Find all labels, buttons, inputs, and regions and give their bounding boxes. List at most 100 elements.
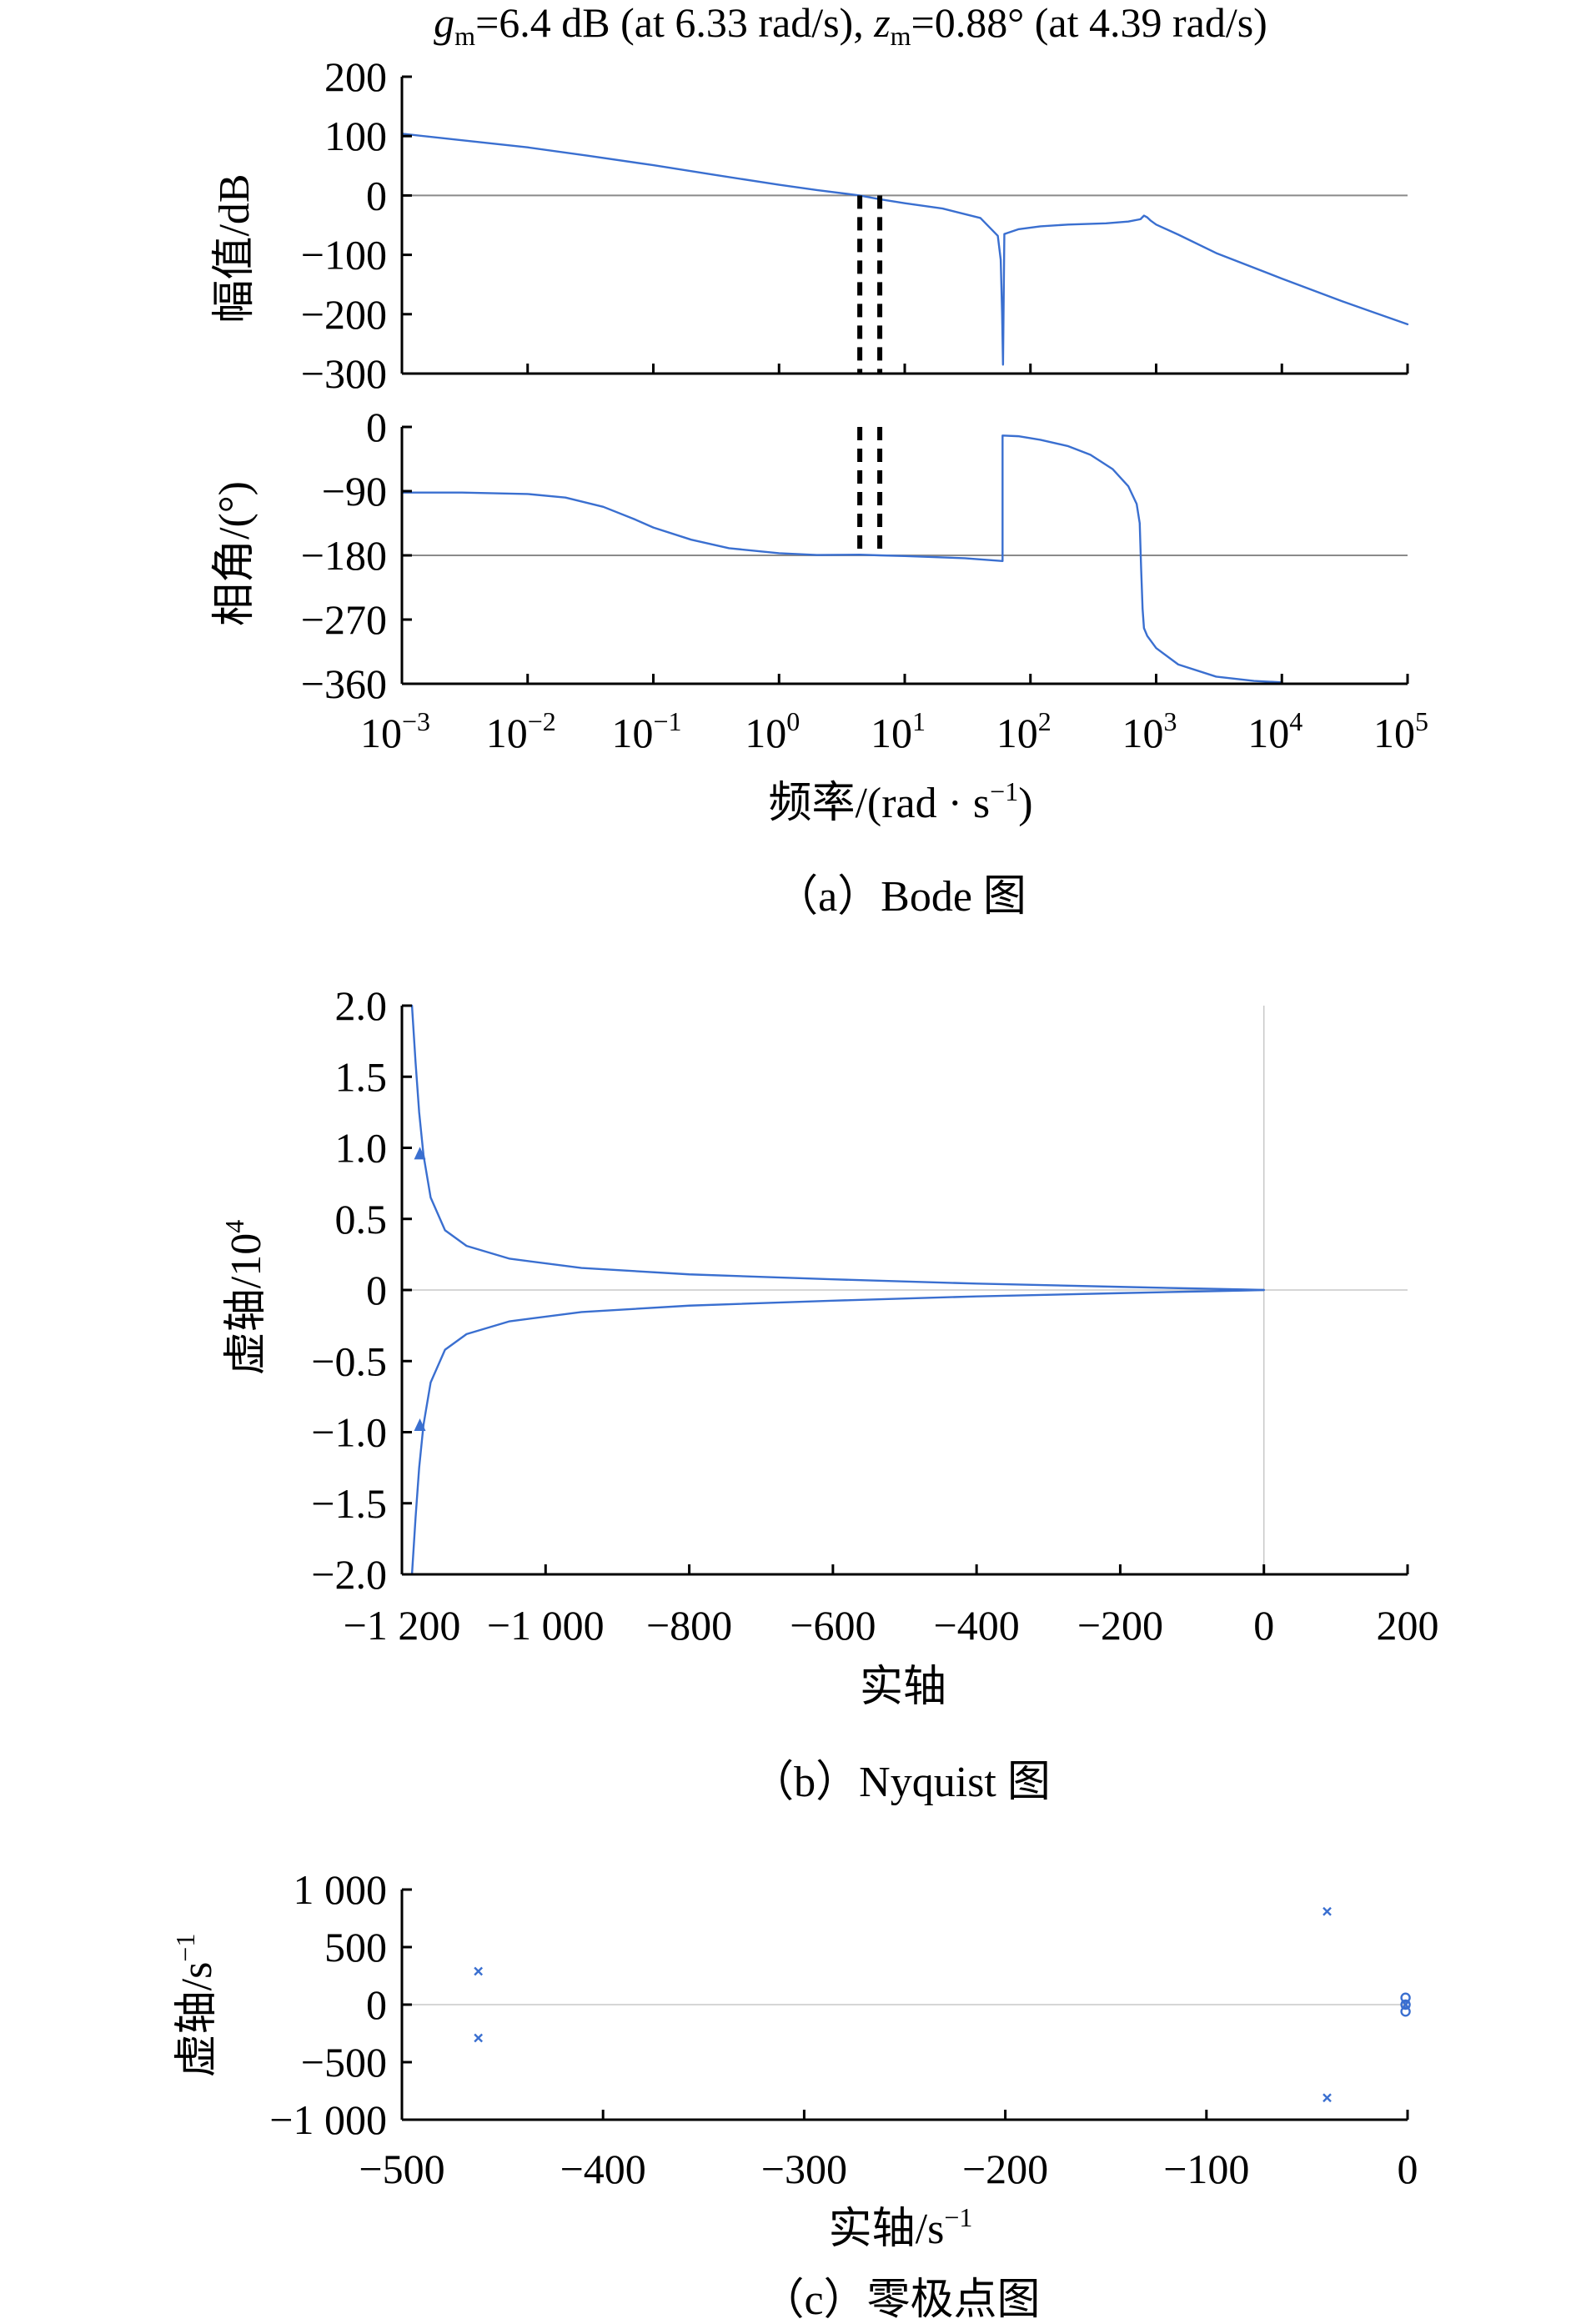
nyquist-plot: 2.0 1.5 1.0 0.5 0 −0.5 −1.0 −1.5 −2.0 −1 200 −1 0… (219, 982, 1439, 1806)
bode-xlabel: 频率/(rad · s−1) (768, 776, 1032, 827)
bode-x-tick-exp: −2 (528, 706, 556, 736)
pzmap-x-tick-label: −400 (560, 2146, 646, 2192)
pzmap-x-tick-label: −200 (962, 2146, 1048, 2192)
title-z: z (873, 0, 890, 46)
nyquist-ylabel-main: 虚轴/10 (223, 1233, 270, 1375)
pzmap-y-tick-labels: 1 000 500 0 −500 −1 000 (269, 1866, 387, 2143)
pzmap-x-tick-label: 0 (1398, 2146, 1418, 2192)
mag-y-tick-label: 200 (324, 53, 387, 100)
nyquist-series-line-0 (410, 1004, 1265, 1292)
bode-x-tick-label: 103 (1122, 706, 1177, 756)
nyquist-ylabel: 虚轴/104 (219, 1220, 270, 1375)
nyquist-x-tick-label: −200 (1077, 1602, 1163, 1649)
nyquist-x-tick-label: −400 (934, 1602, 1020, 1649)
pzmap-ylabel-sup: −1 (170, 1934, 200, 1962)
bode-x-tick-label: 10−2 (486, 706, 556, 756)
bode-x-tick-exp: −1 (653, 706, 681, 736)
pzmap-xlabel-sup: −1 (944, 2202, 972, 2232)
nyquist-y-tick-label: 2.0 (335, 982, 388, 1029)
bode-x-tick-label: 102 (996, 706, 1052, 756)
bode-x-tick-base: 10 (486, 710, 528, 756)
nyquist-y-tick-labels: 2.0 1.5 1.0 0.5 0 −0.5 −1.0 −1.5 −2.0 (311, 982, 387, 1598)
nyquist-y-tick-label: 0 (366, 1267, 387, 1313)
ph-y-tick-label: −180 (301, 532, 387, 579)
zero-marker-2 (1400, 1999, 1411, 2010)
pzmap-x-tick-label: −100 (1163, 2146, 1249, 2192)
bode-xlabel-sup: −1 (990, 776, 1018, 806)
pzmap-x-tick-label: −500 (359, 2146, 444, 2192)
pzmap-ylabel-main: 虚轴/s (173, 1962, 221, 2078)
phase-margin-lines (857, 427, 883, 555)
nyquist-y-tick-label: −1.5 (311, 1480, 387, 1527)
bode-plot: gm=6.4 dB (at 6.33 rad/s), zm=0.88° (at … (211, 0, 1428, 921)
nyquist-x-tick-label: −1 200 (344, 1602, 461, 1649)
magnitude-ylabel: 幅值/dB (211, 173, 258, 323)
nyquist-x-tick-label: 200 (1377, 1602, 1439, 1649)
pzmap-ylabel: 虚轴/s−1 (170, 1934, 221, 2078)
nyquist-y-tick-label: 1.0 (335, 1125, 388, 1172)
bode-x-tick-label: 10−3 (360, 706, 430, 756)
phase-ylabel: 相角/(°) (211, 481, 258, 626)
pzmap-y-tick-label: −1 000 (269, 2096, 387, 2143)
magnitude-margin-lines (857, 195, 883, 374)
bode-x-tick-label: 104 (1247, 706, 1302, 756)
pzmap-y-tick-label: 1 000 (294, 1866, 388, 1913)
nyquist-caption: （b）Nyquist 图 (750, 1759, 1051, 1806)
ph-y-tick-label: −360 (301, 660, 387, 707)
nyquist-y-tick-label: −0.5 (311, 1338, 387, 1384)
nyquist-direction-arrow-0 (414, 1147, 426, 1160)
nyquist-y-tick-label: 0.5 (335, 1196, 388, 1242)
pzmap-x-tick-labels: −500 −400 −300 −200 −100 0 (359, 2146, 1418, 2192)
bode-title: gm=6.4 dB (at 6.33 rad/s), zm=0.88° (at … (434, 0, 1267, 51)
magnitude-series (400, 133, 1409, 366)
pole-marker-0 (474, 1966, 484, 1976)
bode-x-tick-labels: 10−3 10−2 10−1 100 101 102 103 104 105 (360, 706, 1428, 756)
zero-marker-1 (1400, 2006, 1411, 2017)
ph-y-tick-label: 0 (366, 404, 387, 450)
pzmap-x-tick-label: −300 (761, 2146, 847, 2192)
title-g-text: =6.4 dB (at 6.33 rad/s), (475, 0, 874, 46)
mag-y-tick-label: 0 (366, 172, 387, 218)
ph-y-tick-label: −270 (301, 596, 387, 643)
pzmap-markers (474, 1906, 1411, 2103)
title-g: g (434, 0, 454, 46)
pzmap-xlabel-main: 实轴/s (829, 2206, 945, 2253)
bode-x-tick-label: 105 (1373, 706, 1428, 756)
pole-marker-2 (1323, 1906, 1332, 1916)
phase-series (400, 434, 1283, 684)
nyquist-axes (400, 1004, 1409, 1576)
title-g-sub: m (454, 21, 475, 51)
bode-x-tick-base: 10 (1373, 710, 1415, 756)
bode-x-tick-label: 101 (871, 706, 926, 756)
phase-axes (400, 425, 1409, 685)
bode-x-tick-base: 10 (360, 710, 402, 756)
pole-marker-1 (474, 2033, 484, 2043)
pzmap-caption: （c）零极点图 (760, 2276, 1040, 2324)
nyquist-x-tick-label: 0 (1253, 1602, 1274, 1649)
bode-xlabel-main: 频率/(rad · s (768, 780, 990, 827)
ph-series-line-0 (400, 434, 1283, 684)
bode-x-tick-base: 10 (1122, 710, 1164, 756)
pzmap-y-tick-label: −500 (301, 2039, 387, 2086)
bode-x-tick-base: 10 (745, 710, 786, 756)
mag-series-line-0 (400, 133, 1409, 366)
phase-y-tick-labels: 0 −90 −180 −270 −360 (301, 404, 387, 707)
pzmap-axes (400, 1888, 1409, 2121)
bode-x-tick-base: 10 (611, 710, 653, 756)
nyquist-series (410, 1004, 1265, 1576)
nyquist-series-line-1 (410, 1288, 1265, 1576)
nyquist-y-tick-label: 1.5 (335, 1053, 388, 1100)
pole-marker-3 (1323, 2093, 1332, 2103)
bode-x-tick-exp: 4 (1289, 706, 1302, 736)
nyquist-y-tick-label: −1.0 (311, 1409, 387, 1456)
bode-x-tick-exp: 3 (1164, 706, 1177, 736)
ph-y-tick-label: −90 (322, 468, 387, 514)
bode-x-tick-base: 10 (1247, 710, 1289, 756)
bode-x-tick-exp: 0 (786, 706, 800, 736)
magnitude-axes (400, 75, 1409, 375)
zero-marker-0 (1400, 1992, 1411, 2003)
nyquist-x-tick-label: −800 (646, 1602, 732, 1649)
nyquist-direction-arrow-1 (414, 1418, 426, 1431)
nyquist-y-tick-label: −2.0 (311, 1551, 387, 1598)
